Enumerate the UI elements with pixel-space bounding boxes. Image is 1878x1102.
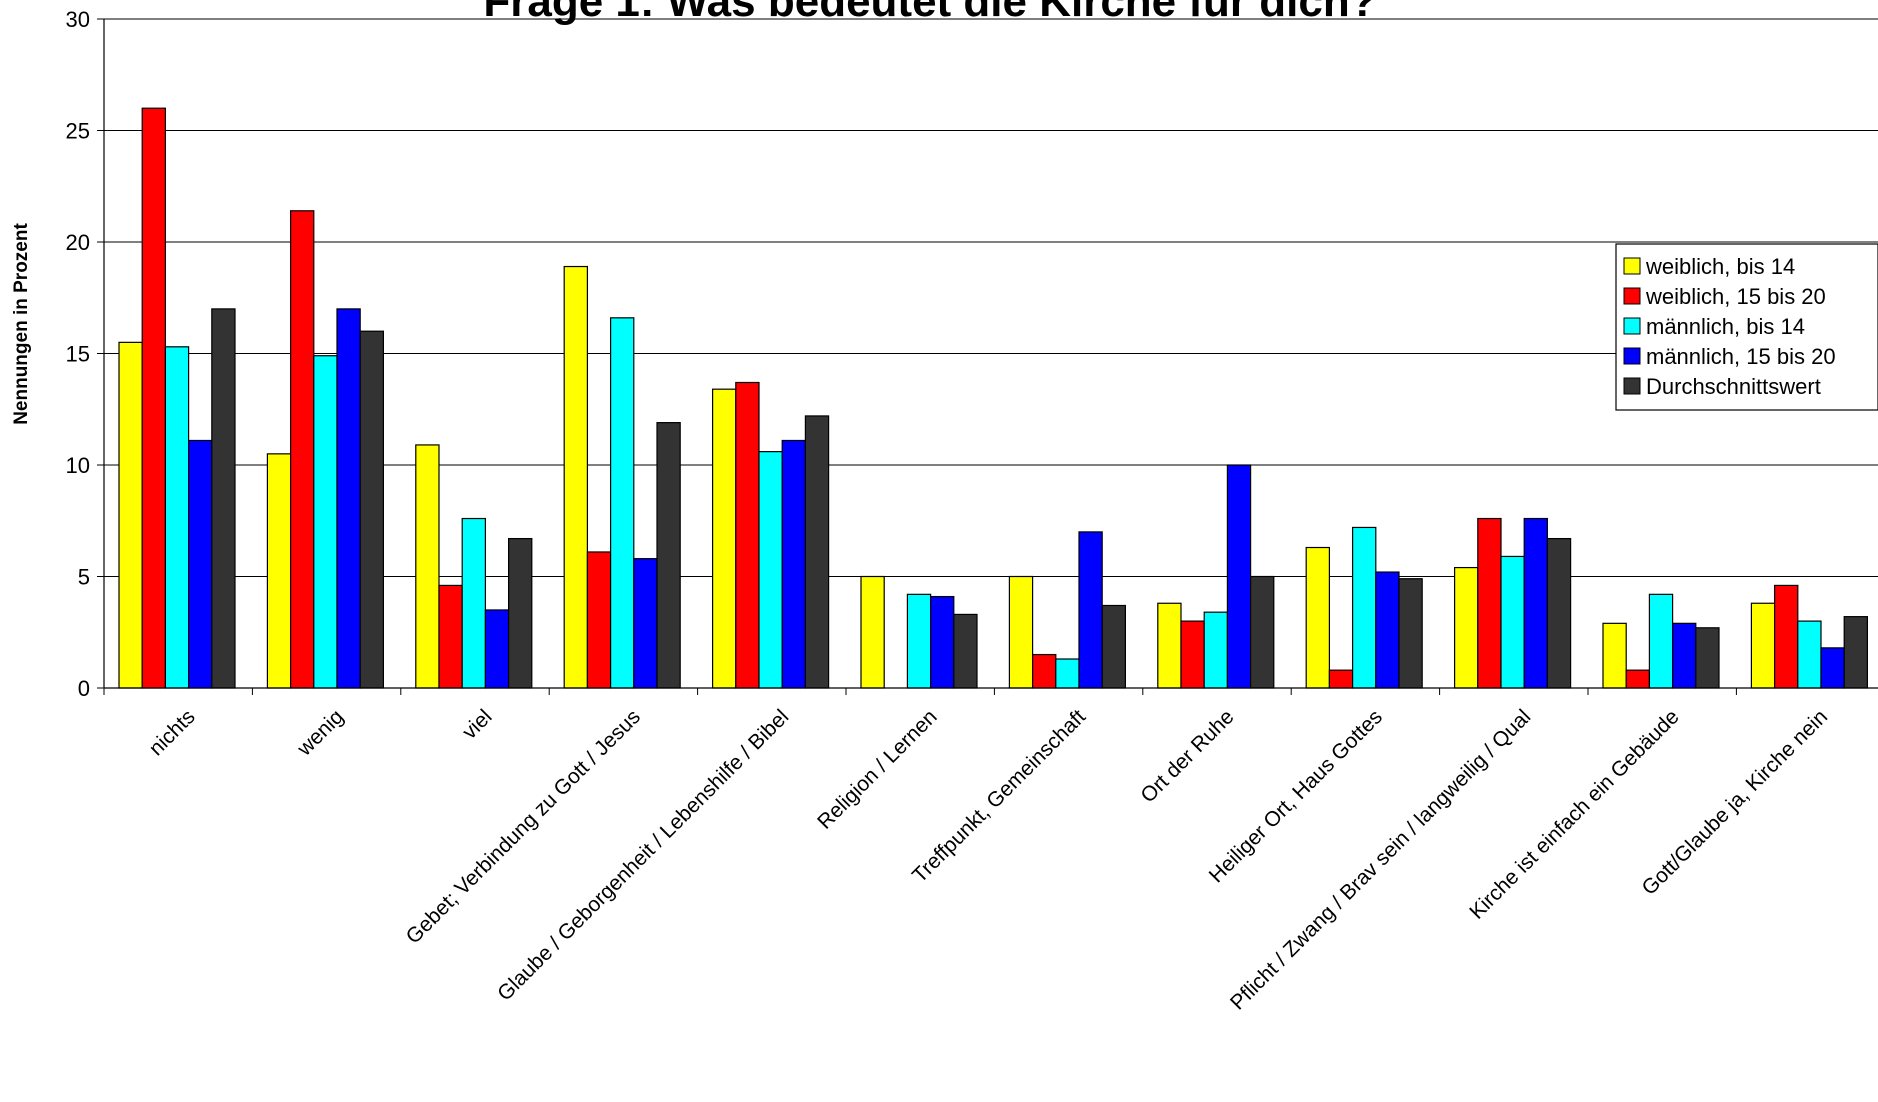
bar — [141, 107, 166, 689]
bar — [1249, 575, 1275, 689]
bar — [188, 439, 213, 689]
bar — [336, 308, 361, 689]
x-tick-label: viel — [458, 705, 497, 744]
bar — [1648, 593, 1674, 689]
x-tick-label: Religion / Lernen — [813, 705, 942, 834]
bar — [1203, 611, 1228, 689]
bar — [1602, 622, 1627, 689]
bar — [1523, 517, 1548, 689]
legend-entry: weiblich, 15 bis 20 — [1645, 284, 1826, 309]
legend-entry: weiblich, bis 14 — [1645, 254, 1795, 279]
x-tick-label: Treffpunkt, Gemeinschaft — [908, 705, 1090, 887]
x-tick-label: Ort der Ruhe — [1136, 705, 1238, 807]
legend-entry: männlich, 15 bis 20 — [1646, 344, 1836, 369]
legend-box — [1615, 243, 1878, 411]
bar — [586, 551, 612, 689]
bar — [1328, 669, 1354, 689]
x-tick-label: wenig — [292, 705, 348, 761]
bar — [563, 265, 589, 689]
bar — [1773, 584, 1799, 689]
bar — [290, 210, 315, 689]
y-tick-label: 15 — [66, 342, 90, 367]
y-tick-label: 30 — [66, 7, 90, 32]
bar — [1477, 517, 1502, 689]
y-tick-label: 10 — [66, 453, 90, 478]
y-tick-label: 20 — [66, 230, 90, 255]
bar — [1453, 566, 1479, 689]
bar — [711, 388, 737, 689]
x-tick-label: nichts — [145, 705, 200, 760]
bars — [118, 107, 1868, 689]
bar — [1180, 620, 1205, 689]
legend-swatch — [1623, 347, 1641, 365]
bar — [953, 613, 978, 689]
legend-swatch — [1623, 317, 1641, 335]
bar — [1797, 620, 1822, 689]
bar — [438, 584, 463, 689]
bar — [1055, 658, 1080, 689]
legend-swatch — [1623, 377, 1641, 395]
bar — [1546, 537, 1572, 689]
bar — [1101, 604, 1126, 689]
bar — [484, 609, 510, 689]
bar — [1820, 647, 1845, 689]
bar — [118, 341, 143, 689]
y-tick-label: 0 — [78, 676, 90, 701]
legend-entry: männlich, bis 14 — [1646, 314, 1805, 339]
bar — [1157, 602, 1182, 689]
bar — [1305, 546, 1330, 689]
bar — [313, 355, 338, 689]
bar — [1226, 464, 1252, 689]
bar — [1398, 578, 1423, 689]
bar — [758, 451, 783, 689]
x-tick-label: Pflicht / Zwang / Brav sein / langweilig… — [1226, 705, 1535, 1014]
bar — [929, 595, 955, 689]
y-axis-label: Nennungen in Prozent — [11, 223, 32, 425]
legend-swatch — [1623, 287, 1641, 305]
bar — [1375, 571, 1400, 689]
y-tick-label: 5 — [78, 565, 90, 590]
bar — [1843, 616, 1868, 689]
legend: weiblich, bis 14 weiblich, 15 bis 20 männl… — [1615, 243, 1878, 411]
axes — [97, 18, 1878, 695]
bar — [781, 439, 807, 689]
bar — [735, 381, 760, 689]
bar — [461, 517, 487, 689]
x-tick-label: Gebet; Verbindung zu Gott / Jesus — [402, 705, 645, 948]
legend-swatch — [1623, 257, 1641, 275]
chart-title: Frage 1: Was bedeutet die Kirche für dic… — [483, 0, 1376, 26]
bar — [1500, 555, 1525, 689]
bar — [1031, 653, 1057, 689]
bar — [266, 453, 292, 689]
bar — [1351, 526, 1377, 689]
bar — [656, 422, 681, 689]
bar — [164, 346, 190, 689]
y-tick-label: 25 — [66, 119, 90, 144]
gridlines — [104, 18, 1878, 577]
bar — [860, 575, 885, 689]
bar — [1671, 622, 1697, 689]
y-tick-labels: 0 5 10 15 20 25 30 — [66, 7, 90, 701]
bar — [1078, 531, 1103, 689]
bar — [508, 537, 533, 689]
bar — [359, 330, 385, 689]
bar — [1750, 602, 1776, 689]
legend-entry: Durchschnittswert — [1646, 374, 1821, 399]
bar — [609, 317, 635, 689]
bar — [804, 415, 830, 689]
bar — [633, 558, 658, 689]
bar — [211, 308, 236, 689]
bar — [1008, 575, 1034, 689]
bar — [1695, 627, 1720, 689]
bar — [906, 593, 932, 689]
bar — [415, 444, 440, 689]
x-tick-label: Heiliger Ort, Haus Gottes — [1205, 705, 1387, 887]
bar — [1625, 669, 1650, 689]
x-tick-label: Glaube / Geborgenheit / Lebenshilfe / Bi… — [493, 705, 793, 1005]
